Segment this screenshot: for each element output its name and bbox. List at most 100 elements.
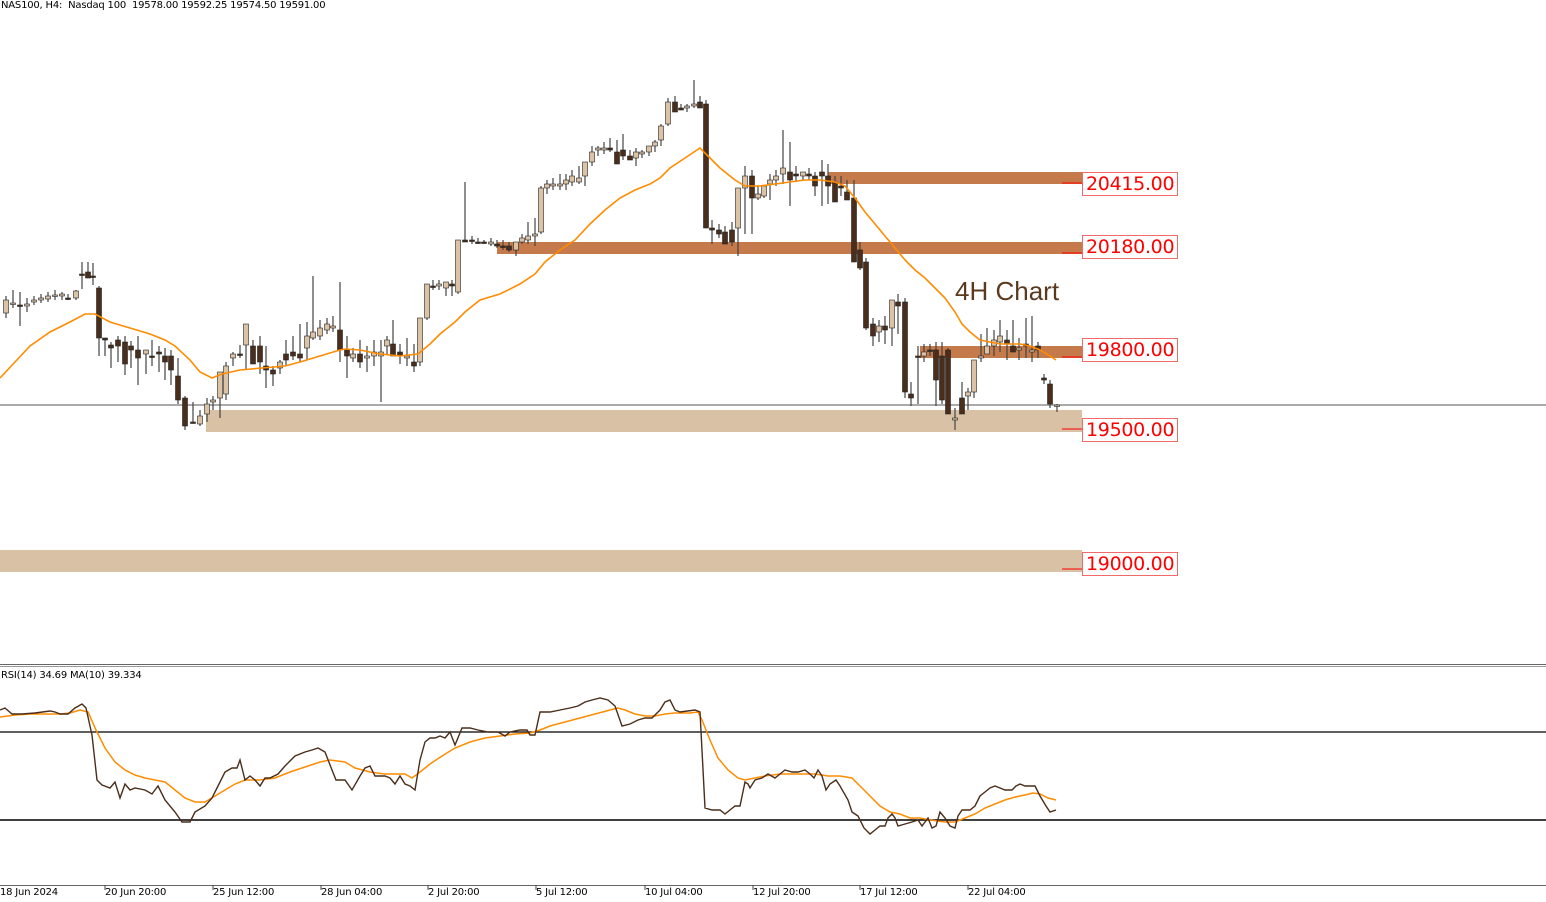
bear-candle <box>250 345 256 365</box>
bull-candle <box>417 317 423 363</box>
bear-candle <box>156 351 162 355</box>
bear-candle <box>430 285 436 288</box>
bear-candle <box>390 343 396 357</box>
bull-candle <box>243 323 249 346</box>
bear-candle <box>96 287 102 339</box>
bear-candle <box>959 397 965 415</box>
bull-candle <box>230 353 236 359</box>
bull-candle <box>761 185 767 197</box>
bear-candle <box>128 345 134 351</box>
bull-candle <box>277 361 283 369</box>
bear-candle <box>844 191 850 201</box>
bear-candle <box>908 393 914 399</box>
bull-candle <box>921 351 927 357</box>
bull-candle <box>691 103 697 107</box>
chart-annotation: 4H Chart <box>955 276 1060 306</box>
bull-candle <box>589 151 595 163</box>
bull-candle <box>1054 404 1060 407</box>
bear-candle <box>85 271 91 279</box>
bull-candle <box>684 105 690 109</box>
bull-candle <box>197 415 203 425</box>
bull-candle <box>436 283 442 287</box>
bear-candle <box>270 369 276 375</box>
bull-candle <box>563 179 569 185</box>
bear-candle <box>614 151 620 165</box>
bear-candle <box>945 349 951 415</box>
bull-candle <box>569 175 575 183</box>
bear-candle <box>162 355 168 363</box>
rsi-ma-line <box>0 707 1057 823</box>
bull-candle <box>1029 349 1035 353</box>
bear-candle <box>716 229 722 235</box>
bull-candle <box>633 151 639 159</box>
bear-candle <box>607 147 613 151</box>
moving-average-line <box>0 146 1057 379</box>
bear-candle <box>135 349 141 359</box>
bear-candle <box>627 155 633 161</box>
bear-candle <box>703 103 709 229</box>
bull-candle <box>59 293 65 297</box>
bear-candle <box>237 353 243 356</box>
bear-candle <box>337 329 343 351</box>
bear-candle <box>506 245 512 251</box>
bear-candle <box>149 355 155 358</box>
bear-candle <box>895 301 901 307</box>
price-label-20180[interactable]: 20180.00 <box>1082 235 1179 259</box>
time-tick: 25 Jun 12:00 <box>213 887 275 898</box>
price-label-19000[interactable]: 19000.00 <box>1082 552 1179 576</box>
bull-candle <box>652 141 658 147</box>
bear-candle <box>469 239 475 242</box>
bear-candle <box>709 227 715 231</box>
bear-candle <box>357 353 363 363</box>
bear-candle <box>1047 383 1053 405</box>
bull-candle <box>424 283 430 319</box>
bear-candle <box>90 275 96 278</box>
bear-candle <box>102 337 108 341</box>
bear-candle <box>697 101 703 109</box>
bear-candle <box>168 355 174 371</box>
price-label-20415[interactable]: 20415.00 <box>1082 172 1179 196</box>
bull-candle <box>997 335 1003 343</box>
bear-candle <box>806 173 812 177</box>
level-zone <box>0 550 1082 572</box>
price-label-19500[interactable]: 19500.00 <box>1082 418 1179 442</box>
time-tick: 22 Jul 04:00 <box>968 887 1026 898</box>
bull-candle <box>767 179 773 185</box>
bull-candle <box>550 183 556 187</box>
bear-candle <box>672 101 678 113</box>
level-zone <box>497 242 1082 254</box>
bull-candle <box>646 145 652 153</box>
bull-candle <box>364 355 370 359</box>
bull-candle <box>532 233 538 237</box>
bear-candle <box>481 241 487 244</box>
bull-candle <box>601 147 607 151</box>
bull-candle <box>742 175 748 189</box>
bull-candle <box>45 295 51 300</box>
bull-candle <box>525 235 531 241</box>
bull-candle <box>24 303 30 307</box>
time-tick: 17 Jul 12:00 <box>860 887 918 898</box>
bull-candle <box>1016 347 1022 351</box>
bull-candle <box>755 193 761 199</box>
bear-candle <box>115 339 121 347</box>
bull-candle <box>876 325 882 333</box>
bear-candle <box>902 301 908 393</box>
bear-candle <box>65 297 71 300</box>
bull-candle <box>952 417 958 421</box>
price-label-19800[interactable]: 19800.00 <box>1082 338 1179 362</box>
bull-candle <box>317 327 323 337</box>
bull-candle <box>488 241 494 245</box>
bear-candle <box>290 351 296 357</box>
rsi-line <box>0 697 1057 835</box>
bear-candle <box>494 243 500 247</box>
bear-candle <box>257 345 263 363</box>
bull-candle <box>310 331 316 339</box>
bull-candle <box>984 345 990 355</box>
bull-candle <box>773 175 779 181</box>
bull-candle <box>223 365 229 395</box>
time-tick: 2 Jul 20:00 <box>428 887 480 898</box>
bull-candle <box>978 355 984 359</box>
bull-candle <box>519 237 525 243</box>
bull-candle <box>735 187 741 229</box>
